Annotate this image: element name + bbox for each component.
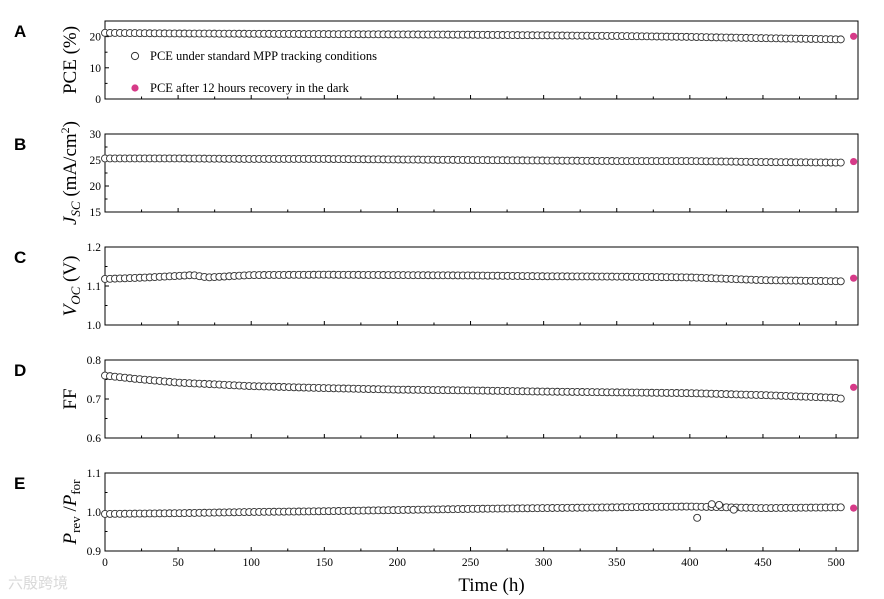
panel-letter: A bbox=[14, 22, 26, 41]
y-tick-label: 0.9 bbox=[87, 546, 102, 558]
panel-letter: B bbox=[14, 135, 26, 154]
legend: PCE under standard MPP tracking conditio… bbox=[130, 49, 377, 95]
data-point-outlier bbox=[693, 513, 702, 522]
y-tick-label: 0 bbox=[95, 94, 101, 106]
panels-layer: A 0 10 20 PCE (%) B 15 20 25 30 JSC (mA/cm2) C 1.0 1.… bbox=[14, 20, 859, 596]
y-axis-label: FF bbox=[60, 388, 81, 409]
legend-filled-marker bbox=[131, 84, 139, 92]
series-open-markers bbox=[101, 28, 845, 44]
x-tick-label: 50 bbox=[172, 557, 184, 569]
series-open-markers bbox=[101, 270, 845, 286]
y-tick-label: 30 bbox=[90, 129, 102, 141]
panel-frame bbox=[104, 246, 859, 326]
panel-letter: E bbox=[14, 474, 25, 493]
y-axis-label: PCE (%) bbox=[60, 26, 81, 94]
y-tick-label: 0.8 bbox=[87, 355, 102, 367]
recovery-point bbox=[850, 274, 858, 282]
panel-frame bbox=[104, 20, 859, 100]
x-tick-label: 400 bbox=[681, 557, 699, 569]
data-point-outlier bbox=[715, 501, 724, 509]
y-tick-label: 1.1 bbox=[87, 468, 102, 480]
panel-a: A 0 10 20 PCE (%) bbox=[14, 20, 859, 106]
data-point bbox=[836, 394, 845, 403]
y-axis-label: VOC (V) bbox=[60, 256, 83, 317]
y-tick-label: 0.6 bbox=[87, 433, 102, 445]
panel-frame bbox=[104, 359, 859, 439]
x-tick-label: 150 bbox=[316, 557, 334, 569]
legend-open-label: PCE under standard MPP tracking conditio… bbox=[150, 49, 377, 63]
y-tick-label: 1.0 bbox=[87, 320, 102, 332]
y-axis-label: Prev /Pfor bbox=[60, 479, 83, 546]
panel-c: C 1.0 1.1 1.2 VOC (V) bbox=[14, 242, 859, 332]
data-point-outlier bbox=[707, 500, 716, 509]
data-point bbox=[836, 158, 845, 167]
recovery-point bbox=[850, 383, 858, 391]
y-tick-label: 25 bbox=[90, 155, 102, 167]
y-tick-label: 20 bbox=[90, 181, 102, 193]
x-tick-label: 500 bbox=[827, 557, 845, 569]
panel-letter: D bbox=[14, 361, 26, 380]
legend-filled-label: PCE after 12 hours recovery in the dark bbox=[150, 81, 350, 95]
x-tick-label: 300 bbox=[535, 557, 553, 569]
panel-e: E 0.9 1.0 1.1 Prev /Pfor 0 50 100 150 200 250 300 35… bbox=[14, 468, 859, 596]
x-tick-label: 250 bbox=[462, 557, 480, 569]
panel-letter: C bbox=[14, 248, 26, 267]
y-tick-label: 15 bbox=[90, 207, 102, 219]
panel-frame bbox=[104, 133, 859, 213]
x-tick-label: 200 bbox=[389, 557, 407, 569]
x-tick-label: 0 bbox=[102, 557, 108, 569]
recovery-point bbox=[850, 32, 858, 40]
x-axis-label: Time (h) bbox=[458, 575, 524, 596]
data-point-outlier bbox=[729, 505, 738, 514]
y-tick-label: 1.0 bbox=[87, 507, 102, 519]
data-point bbox=[836, 277, 845, 286]
data-point bbox=[836, 35, 845, 44]
watermark: 六殷跨境 bbox=[8, 574, 68, 592]
x-tick-label: 450 bbox=[754, 557, 772, 569]
legend-open-marker bbox=[130, 51, 140, 61]
x-tick-label: 100 bbox=[243, 557, 261, 569]
panel-b: B 15 20 25 30 JSC (mA/cm2) bbox=[14, 121, 859, 225]
recovery-point bbox=[850, 504, 858, 512]
recovery-point bbox=[850, 157, 858, 166]
y-tick-label: 1.2 bbox=[87, 242, 102, 254]
watermark-text: 六殷跨境 bbox=[8, 574, 68, 592]
y-tick-label: 20 bbox=[90, 32, 102, 44]
x-tick-label: 350 bbox=[608, 557, 626, 569]
data-point bbox=[836, 503, 845, 512]
series-open-markers bbox=[101, 154, 845, 167]
y-axis-label: JSC (mA/cm2) bbox=[58, 121, 83, 225]
y-tick-label: 10 bbox=[90, 63, 102, 75]
series-open-markers bbox=[101, 371, 845, 403]
series-open-markers bbox=[101, 500, 845, 522]
y-tick-label: 1.1 bbox=[87, 281, 102, 293]
y-tick-label: 0.7 bbox=[87, 394, 102, 406]
panel-d: D 0.6 0.7 0.8 FF bbox=[14, 355, 859, 445]
